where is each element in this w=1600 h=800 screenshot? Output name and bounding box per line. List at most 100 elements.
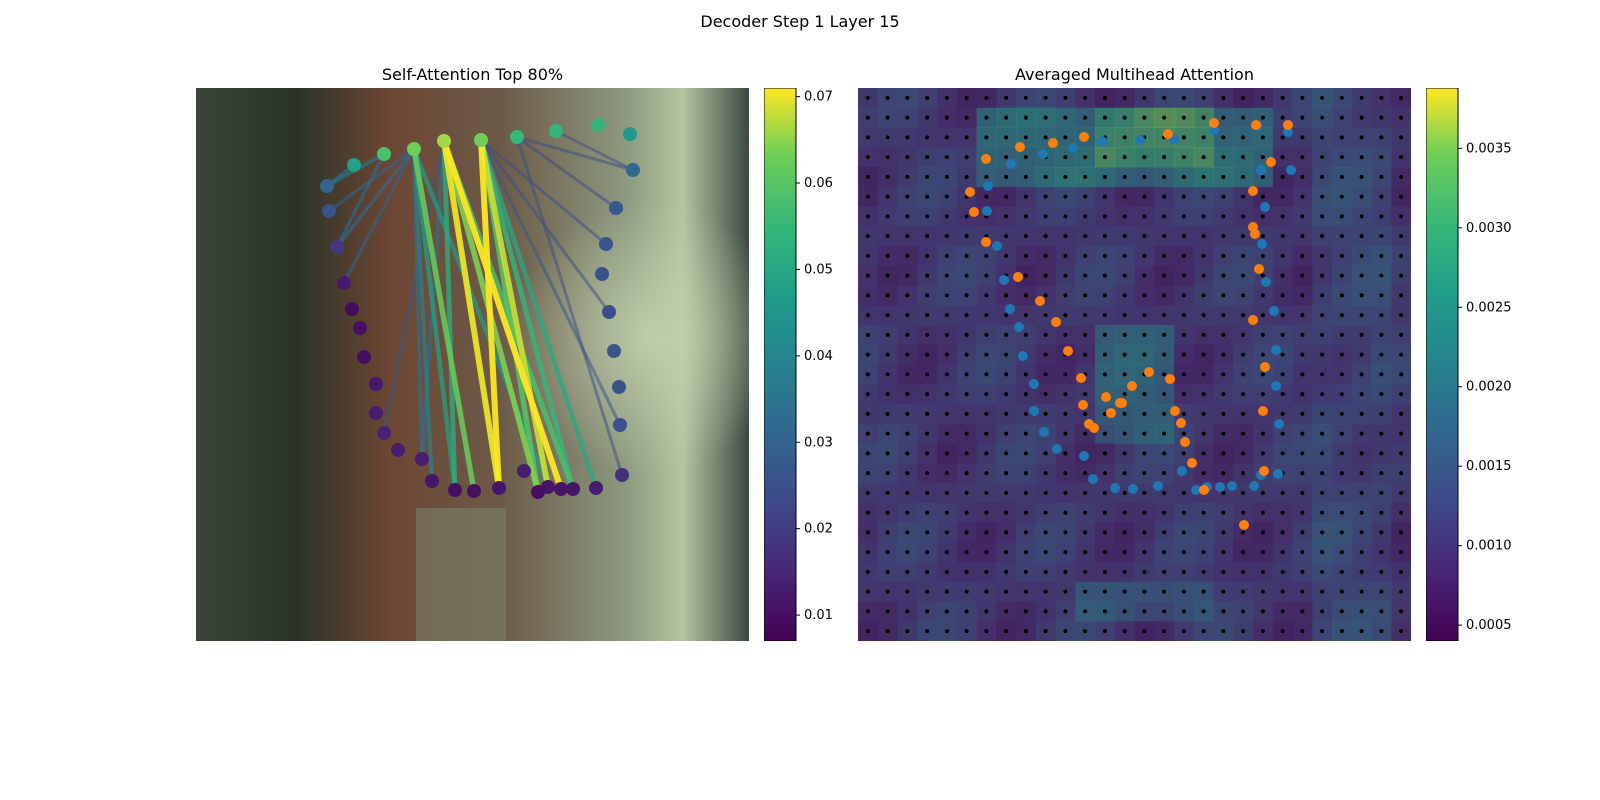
keypoint [623, 127, 637, 141]
grid-dot [905, 313, 910, 318]
grid-dot [1260, 530, 1265, 535]
grid-dot [1379, 214, 1384, 219]
grid-dot [925, 234, 930, 239]
grid-dot [1379, 471, 1384, 476]
grid-dot [1023, 372, 1028, 377]
grid-dot [925, 155, 930, 160]
grid-dot [1142, 530, 1147, 535]
grid-dot [1241, 332, 1246, 337]
grid-dot [1379, 332, 1384, 337]
grid-dot [1023, 135, 1028, 140]
grid-dot [1359, 155, 1364, 160]
grid-dot [1339, 352, 1344, 357]
keypoint [1248, 222, 1258, 232]
grid-dot [1023, 392, 1028, 397]
keypoint [613, 418, 627, 432]
colorbar-tick-label: 0.03 [804, 435, 833, 450]
grid-dot [1083, 530, 1088, 535]
keypoint [1015, 142, 1025, 152]
grid-dot [1102, 253, 1107, 258]
grid-dot [1339, 510, 1344, 515]
grid-dot [1280, 253, 1285, 258]
keypoint [1127, 381, 1137, 391]
keypoint [1258, 406, 1268, 416]
grid-dot [1359, 135, 1364, 140]
grid-dot [905, 352, 910, 357]
keypoint [1187, 458, 1197, 468]
grid-dot [1063, 490, 1068, 495]
grid-dot [1359, 550, 1364, 555]
grid-dot [1063, 135, 1068, 140]
grid-dot [944, 135, 949, 140]
grid-dot [1320, 174, 1325, 179]
grid-dot [865, 194, 870, 199]
grid-dot [1142, 352, 1147, 357]
grid-dot [984, 313, 989, 318]
grid-dot [1241, 194, 1246, 199]
grid-dot [1339, 273, 1344, 278]
grid-dot [1399, 174, 1404, 179]
keypoint [1215, 482, 1225, 492]
grid-dot [1102, 313, 1107, 318]
grid-dot [1122, 589, 1127, 594]
colorbar-tick-label: 0.02 [804, 522, 833, 537]
grid-dot [1201, 214, 1206, 219]
grid-dot [1339, 313, 1344, 318]
grid-dot [1260, 95, 1265, 100]
grid-dot [944, 253, 949, 258]
grid-dot [1043, 214, 1048, 219]
grid-dot [1181, 550, 1186, 555]
grid-dot [1063, 194, 1068, 199]
keypoint [1110, 483, 1120, 493]
grid-dot [905, 174, 910, 179]
keypoint [1254, 264, 1264, 274]
grid-dot [1339, 451, 1344, 456]
grid-dot [1102, 332, 1107, 337]
grid-dot [984, 293, 989, 298]
grid-dot [1320, 115, 1325, 120]
grid-dot [925, 95, 930, 100]
grid-dot [964, 629, 969, 634]
grid-dot [1260, 372, 1265, 377]
grid-dot [1399, 431, 1404, 436]
grid-dot [1280, 530, 1285, 535]
grid-dot [925, 589, 930, 594]
grid-dot [885, 609, 890, 614]
grid-dot [1280, 194, 1285, 199]
grid-dot [1122, 313, 1127, 318]
keypoint [345, 302, 359, 316]
grid-dot [1142, 155, 1147, 160]
grid-dot [1142, 392, 1147, 397]
keypoint [369, 406, 383, 420]
grid-dot [1162, 431, 1167, 436]
grid-dot [1102, 411, 1107, 416]
grid-dot [1320, 629, 1325, 634]
keypoint [517, 464, 531, 478]
right-plot [858, 88, 1411, 641]
grid-dot [1142, 629, 1147, 634]
grid-dot [1221, 115, 1226, 120]
grid-dot [1063, 174, 1068, 179]
grid-dot [865, 451, 870, 456]
grid-dot [1043, 273, 1048, 278]
grid-dot [865, 372, 870, 377]
grid-dot [1181, 352, 1186, 357]
grid-dot [1122, 629, 1127, 634]
grid-dot [925, 273, 930, 278]
grid-dot [925, 530, 930, 535]
grid-dot [1142, 451, 1147, 456]
grid-dot [1063, 313, 1068, 318]
grid-dot [984, 471, 989, 476]
grid-dot [1379, 451, 1384, 456]
keypoint [626, 163, 640, 177]
grid-dot [885, 155, 890, 160]
grid-dot [925, 313, 930, 318]
keypoint [1068, 143, 1078, 153]
grid-dot [905, 550, 910, 555]
grid-dot [1339, 550, 1344, 555]
grid-dot [1221, 332, 1226, 337]
grid-dot [1023, 609, 1028, 614]
grid-dot [1241, 135, 1246, 140]
grid-dot [1339, 411, 1344, 416]
grid-dot [1004, 609, 1009, 614]
